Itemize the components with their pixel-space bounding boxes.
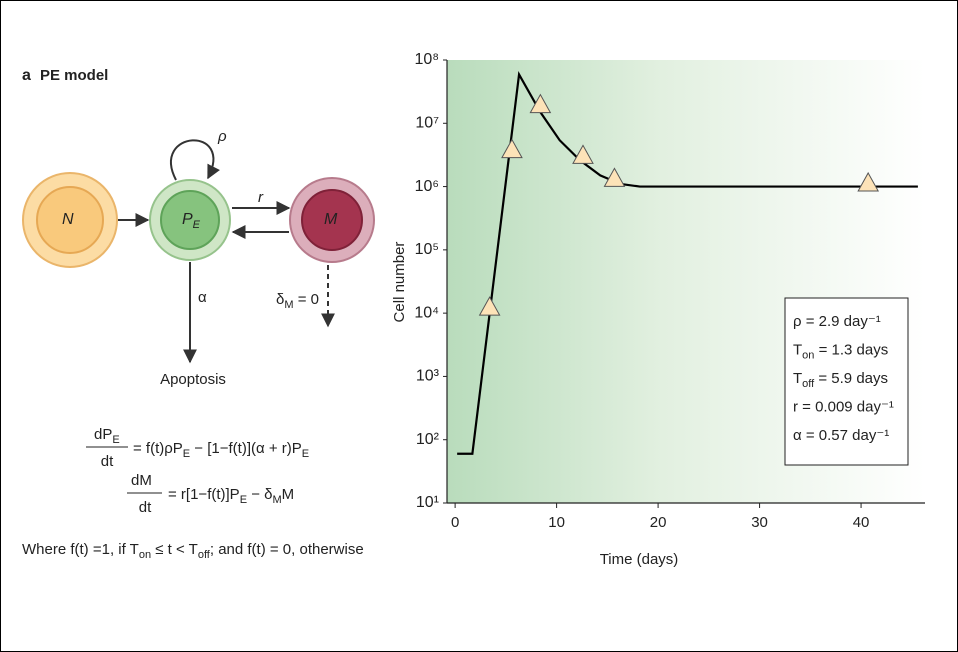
equation-numerator-part: E: [112, 434, 119, 446]
y-tick-label: 10⁸: [414, 51, 439, 68]
node-label-part: M: [324, 211, 338, 228]
note-part: Where f(t) =1, if T: [22, 541, 139, 558]
equation-denominator: dt: [139, 499, 152, 516]
parameter-text-part: r = 0.009 day⁻¹: [793, 398, 894, 415]
mature-death-label: δM = 0: [276, 291, 319, 311]
parameter-text-part: α = 0.57 day⁻¹: [793, 427, 889, 444]
sink-label: Apoptosis: [160, 371, 226, 388]
equation-numerator: dPE: [94, 426, 120, 446]
transfer-label: r: [258, 189, 264, 206]
parameter-text: r = 0.009 day⁻¹: [793, 398, 894, 415]
node-label-part: P: [182, 211, 193, 228]
x-axis-label: Time (days): [600, 551, 679, 568]
node-label-part: E: [193, 219, 201, 231]
parameter-text-part: ρ = 2.9 day⁻¹: [793, 313, 881, 330]
parameter-text-part: on: [802, 349, 814, 361]
equation-rhs-part: = f(t)ρP: [133, 440, 183, 457]
equation-rhs-part: E: [302, 448, 309, 460]
figure: a PE model ρ r α Apoptosis dt dt Time (d…: [0, 0, 958, 652]
note: Where f(t) =1, if Ton ≤ t < Toff; and f(…: [22, 541, 364, 561]
mature-death-label-part: M: [284, 299, 293, 311]
equation-denominator: dt: [101, 453, 114, 470]
y-tick-label: 10⁷: [415, 115, 439, 132]
equation-rhs: = r[1−f(t)]PE − δMM: [168, 486, 294, 506]
equation-numerator-part: dM: [131, 472, 152, 489]
parameter-text-part: T: [793, 370, 802, 387]
mature-death-label-part: = 0: [294, 291, 319, 308]
parameter-text-part: = 5.9 days: [814, 370, 888, 387]
equation-rhs-part: − δ: [247, 486, 272, 503]
equation-rhs-part: E: [183, 448, 190, 460]
y-tick-label: 10¹: [416, 494, 439, 511]
parameter-text-part: off: [802, 378, 815, 390]
equation-rhs-part: − [1−f(t)](α + r)P: [190, 440, 302, 457]
note-part: off: [198, 549, 211, 561]
x-tick-label: 20: [650, 514, 667, 531]
mature-death-label-part: δ: [276, 291, 284, 308]
parameter-text-part: = 1.3 days: [814, 341, 888, 358]
node-label: M: [324, 211, 338, 228]
equation-numerator-part: dP: [94, 426, 112, 443]
note-part: ≤ t < T: [151, 541, 198, 558]
y-axis-label: Cell number: [391, 242, 408, 323]
panel-title: PE model: [40, 67, 108, 84]
y-tick-label: 10⁴: [414, 304, 439, 321]
x-tick-label: 10: [548, 514, 565, 531]
x-tick-label: 30: [751, 514, 768, 531]
parameter-text-part: T: [793, 341, 802, 358]
panel-letter: a: [22, 67, 31, 84]
self-loop-label: ρ: [217, 128, 227, 145]
y-tick-label: 10⁶: [415, 178, 439, 195]
y-tick-label: 10²: [416, 431, 440, 448]
equation-rhs-part: M: [273, 494, 282, 506]
node-label-part: N: [62, 211, 74, 228]
node-label: N: [62, 211, 74, 228]
equation-rhs-part: E: [240, 494, 247, 506]
note-part: on: [139, 549, 151, 561]
parameter-text: ρ = 2.9 day⁻¹: [793, 313, 881, 330]
equation-rhs-part: = r[1−f(t)]P: [168, 486, 240, 503]
x-tick-label: 0: [451, 514, 459, 531]
y-tick-label: 10⁵: [415, 241, 439, 258]
equation-numerator: dM: [131, 472, 152, 489]
death-label: α: [198, 289, 207, 306]
note-part: ; and f(t) = 0, otherwise: [210, 541, 364, 558]
parameter-text: α = 0.57 day⁻¹: [793, 427, 889, 444]
y-tick-label: 10³: [416, 368, 440, 385]
equation-rhs: = f(t)ρPE − [1−f(t)](α + r)PE: [133, 440, 309, 460]
equation-rhs-part: M: [282, 486, 295, 503]
x-tick-label: 40: [853, 514, 870, 531]
